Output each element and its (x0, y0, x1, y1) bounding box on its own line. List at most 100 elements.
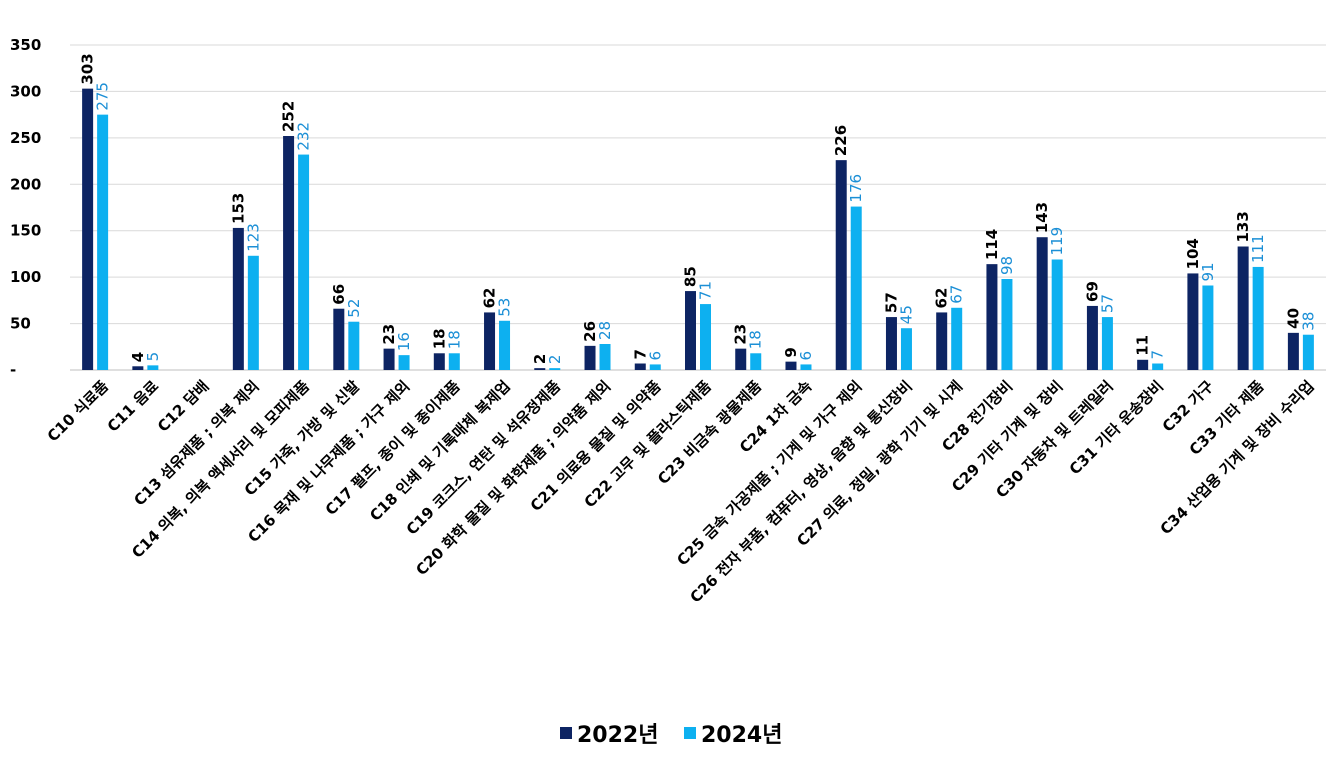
legend-swatch-2022 (560, 727, 572, 739)
data-label-2024: 38 (1299, 312, 1317, 331)
bar-2022 (584, 345, 596, 370)
data-label-2022: 69 (1083, 281, 1101, 302)
bar-2024 (499, 320, 511, 370)
data-label-2024: 275 (94, 82, 112, 111)
data-label-2024: 67 (948, 285, 966, 304)
data-label-2024: 16 (395, 332, 413, 351)
data-label-2022: 133 (1234, 211, 1252, 242)
data-label-2024: 2 (546, 355, 564, 365)
bar-2022 (685, 291, 696, 370)
bar-2024 (1152, 363, 1164, 370)
legend-label-2024: 2024년 (701, 723, 782, 748)
bar-2022 (484, 312, 496, 370)
bar-2022 (283, 136, 295, 370)
data-label-2022: 153 (229, 193, 247, 224)
bar-2022 (232, 227, 244, 370)
data-label-2024: 111 (1249, 234, 1267, 263)
y-axis: - 50 100 150 200 250 300 350 (10, 36, 41, 379)
y-tick-label: 200 (10, 175, 41, 193)
bar-2022 (1237, 246, 1249, 370)
x-tick-label: C31 기타 운송장비 (1066, 377, 1167, 478)
x-tick-label: C25 금속 가공제품 ; 기계 및 가구 제외 (673, 377, 865, 569)
data-label-2022: 226 (832, 125, 850, 156)
data-label-2022: 11 (1134, 335, 1152, 356)
bar-2022 (333, 308, 345, 370)
bar-2022 (1036, 237, 1048, 370)
bar-2024 (1001, 279, 1013, 370)
data-label-2022: 7 (631, 349, 649, 359)
data-label-2024: 123 (244, 223, 262, 252)
data-label-2022: 143 (1033, 202, 1051, 233)
data-label-2022: 23 (380, 324, 398, 345)
legend: 2022년 2024년 (560, 723, 782, 748)
data-label-2024: 6 (797, 351, 815, 361)
bar-2024 (1101, 317, 1113, 370)
data-label-2022: 66 (330, 284, 348, 305)
bar-2022 (835, 160, 847, 370)
data-label-2022: 26 (581, 321, 599, 342)
data-label-2024: 18 (747, 330, 765, 349)
data-label-2022: 40 (1284, 308, 1302, 329)
data-label-2024: 7 (1149, 350, 1167, 360)
bar-2024 (398, 355, 410, 370)
bar-2022 (132, 366, 144, 370)
legend-swatch-2024 (684, 727, 696, 739)
bar-2024 (900, 328, 912, 370)
data-label-2024: 45 (897, 305, 915, 324)
gridlines (70, 44, 1326, 371)
data-label-2022: 104 (1184, 238, 1202, 269)
y-tick-label: 350 (10, 36, 41, 54)
data-label-2022: 85 (682, 266, 700, 287)
data-label-2022: 62 (481, 288, 499, 309)
y-tick-label: 300 (10, 82, 41, 100)
bar-2024 (599, 344, 611, 370)
data-label-2024: 52 (345, 299, 363, 318)
bar-2022 (735, 348, 747, 370)
bar-2024 (1051, 259, 1063, 370)
bar-2024 (97, 114, 109, 371)
y-tick-label: 50 (10, 315, 31, 333)
bar-2024 (1302, 334, 1314, 370)
data-label-2022: 4 (129, 352, 147, 362)
bar-2022 (1287, 332, 1299, 370)
data-label-2022: 57 (882, 292, 900, 313)
bar-2022 (383, 348, 395, 370)
bar-2024 (750, 353, 762, 370)
bar-2022 (785, 361, 797, 370)
data-label-2022: 9 (782, 347, 800, 357)
bar-2024 (247, 255, 259, 370)
data-label-2022: 252 (280, 101, 298, 132)
bar-2022 (82, 88, 94, 371)
data-label-2024: 6 (646, 351, 664, 361)
bar-2022 (1187, 273, 1199, 370)
data-label-2022: 18 (430, 328, 448, 349)
legend-label-2022: 2022년 (577, 723, 658, 748)
data-label-2022: 303 (79, 53, 97, 84)
data-label-2024: 5 (144, 352, 162, 362)
data-label-2024: 71 (697, 281, 715, 300)
bar-2024 (700, 304, 711, 370)
y-tick-label: - (10, 361, 16, 379)
bar-2024 (1252, 266, 1264, 370)
bars (82, 88, 1314, 371)
y-tick-label: 250 (10, 129, 41, 147)
bar-2024 (147, 365, 159, 370)
data-label-2024: 57 (1098, 294, 1116, 313)
bar-2022 (1086, 305, 1098, 370)
bar-2022 (534, 368, 546, 370)
bar-2024 (448, 353, 460, 370)
data-label-2022: 23 (732, 324, 750, 345)
bar-2024 (800, 364, 812, 370)
y-tick-label: 100 (10, 268, 41, 286)
data-label-2024: 53 (496, 298, 514, 317)
bar-2022 (1137, 359, 1149, 370)
data-label-2024: 91 (1199, 262, 1217, 281)
data-label-2024: 119 (1048, 227, 1066, 256)
data-label-2022: 2 (531, 354, 549, 364)
bar-2024 (649, 364, 661, 370)
bar-2022 (986, 264, 998, 370)
data-label-2024: 28 (596, 321, 614, 340)
data-label-2024: 176 (847, 174, 865, 203)
